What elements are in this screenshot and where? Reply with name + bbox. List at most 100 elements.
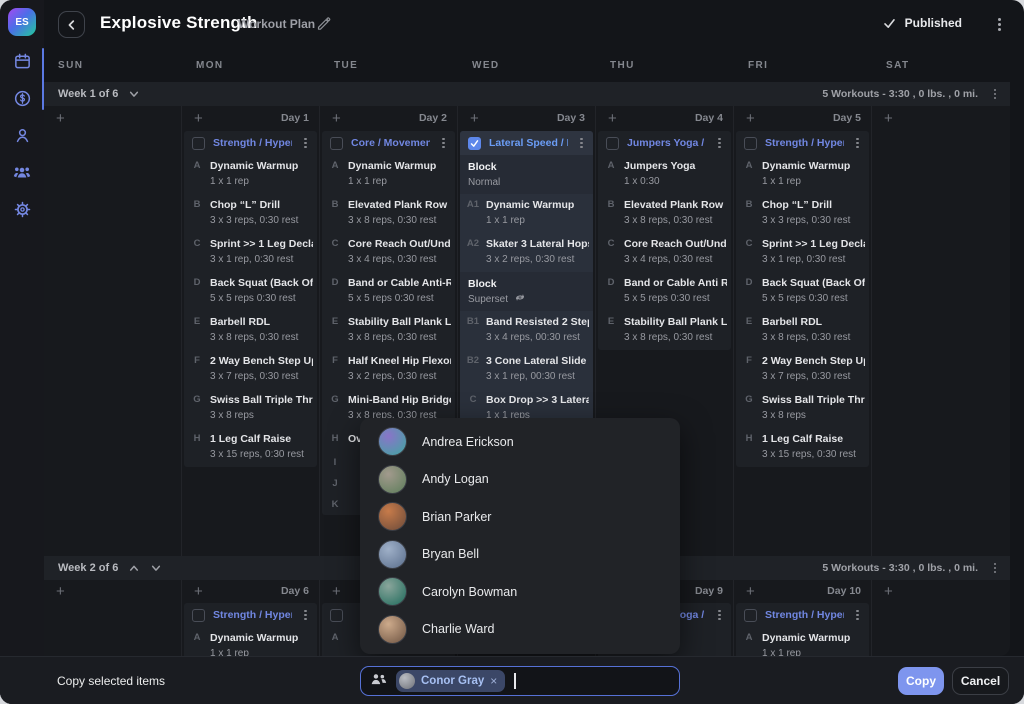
chevron-down-icon[interactable]	[128, 89, 140, 99]
workout-checkbox[interactable]	[606, 136, 619, 150]
exercise-row[interactable]: A Dynamic Warmup 1 x 1 rep	[736, 155, 869, 194]
exercise-row[interactable]: C Sprint >> 1 Leg Declarations 3 x 1 rep, …	[736, 233, 869, 272]
recipient-chip[interactable]: Conor Gray ×	[396, 670, 506, 692]
add-workout-button[interactable]: +	[194, 109, 203, 127]
workout-menu-icon[interactable]	[438, 135, 449, 151]
workout-checkbox[interactable]	[192, 608, 205, 622]
exercise-row[interactable]: C Core Reach Out/Under 3 x 4 reps, 0:30 re…	[598, 233, 731, 272]
workout-card[interactable]: Strength / Hypertro... A Dynamic Warmup 1 x…	[184, 131, 317, 467]
exercise-name: Elevated Plank Row	[624, 199, 724, 211]
exercise-row[interactable]: B Elevated Plank Row 3 x 8 reps, 0:30 rest	[322, 194, 455, 233]
add-workout-button[interactable]: +	[746, 109, 755, 127]
workout-card[interactable]: Strength / Hypertro... A Dynamic Warmup 1 x…	[184, 603, 317, 656]
exercise-row[interactable]: A Jumpers Yoga 1 x 0:30	[598, 155, 731, 194]
exercise-row[interactable]: G Swiss Ball Triple Threat 3 x 8 reps	[736, 389, 869, 428]
workout-menu-icon[interactable]	[852, 135, 863, 151]
workout-menu-icon[interactable]	[714, 607, 725, 623]
exercise-row[interactable]: E Stability Ball Plank Linear ... 3 x 8 re…	[598, 311, 731, 350]
exercise-row[interactable]: A1 Dynamic Warmup 1 x 1 rep	[460, 194, 593, 233]
athlete-list-item[interactable]: Andrea Erickson	[360, 423, 680, 461]
add-workout-button[interactable]: +	[746, 582, 755, 600]
calendar-icon[interactable]	[11, 50, 33, 72]
workout-checkbox[interactable]	[330, 136, 343, 150]
billing-icon[interactable]	[11, 87, 33, 109]
exercise-row[interactable]: D Back Squat (Back Off Set) 5 x 5 reps 0:3…	[736, 272, 869, 311]
team-logo[interactable]: ES	[8, 8, 36, 36]
exercise-row[interactable]: H 1 Leg Calf Raise 3 x 15 reps, 0:30 rest	[736, 428, 869, 467]
exercise-row[interactable]: B2 3 Cone Lateral Slide 3 x 1 rep, 00:30 r…	[460, 350, 593, 389]
add-workout-button[interactable]: +	[332, 109, 341, 127]
published-status[interactable]: Published	[883, 16, 962, 30]
workout-menu-icon[interactable]	[852, 607, 863, 623]
athlete-list-item[interactable]: Andy Logan	[360, 461, 680, 499]
exercise-row[interactable]: A Dynamic Warmup 1 x 1 rep	[184, 155, 317, 194]
add-workout-button[interactable]: +	[884, 109, 893, 127]
workout-menu-icon[interactable]	[300, 607, 311, 623]
add-workout-button[interactable]: +	[608, 109, 617, 127]
exercise-row[interactable]: G Mini-Band Hip Bridge w/ ... 3 x 8 reps, …	[322, 389, 455, 428]
workout-card[interactable]: Lateral Speed / Plyo Block Normal A1 Dynamic…	[460, 131, 593, 452]
cancel-button[interactable]: Cancel	[952, 667, 1009, 695]
athlete-list-item[interactable]: Brian Parker	[360, 498, 680, 536]
workout-card[interactable]: Strength / Hypertro... A Dynamic Warmup 1 x…	[736, 131, 869, 467]
athlete-list-item[interactable]: Carolyn Bowman	[360, 573, 680, 611]
add-workout-button[interactable]: +	[884, 582, 893, 600]
back-button[interactable]	[58, 11, 85, 38]
workout-card[interactable]: Jumpers Yoga / Core A Jumpers Yoga 1 x 0:30…	[598, 131, 731, 350]
week-2-menu-icon[interactable]	[988, 560, 1002, 576]
add-workout-button[interactable]: +	[56, 109, 65, 127]
teams-icon[interactable]	[11, 161, 33, 183]
exercise-row[interactable]: F Half Kneel Hip Flexor Rais... 3 x 2 reps…	[322, 350, 455, 389]
plan-menu-icon[interactable]	[992, 16, 1006, 32]
athlete-list-item[interactable]: Bryan Bell	[360, 536, 680, 574]
workout-checkbox[interactable]	[744, 608, 757, 622]
exercise-row[interactable]: J	[322, 473, 455, 494]
exercise-row[interactable]: F 2 Way Bench Step Up 3 x 7 reps, 0:30 res…	[184, 350, 317, 389]
exercise-row[interactable]: E Barbell RDL 3 x 8 reps, 0:30 rest	[184, 311, 317, 350]
add-workout-button[interactable]: +	[56, 582, 65, 600]
exercise-row[interactable]: C Core Reach Out/Under 3 x 4 reps, 0:30 re…	[322, 233, 455, 272]
workout-checkbox[interactable]	[330, 608, 343, 622]
workout-checkbox[interactable]	[468, 136, 481, 150]
exercise-row[interactable]: K	[322, 494, 455, 515]
workout-menu-icon[interactable]	[714, 135, 725, 151]
exercise-row[interactable]: A Dynamic Warmup 1 x 1 rep	[184, 627, 317, 656]
athlete-list-item[interactable]: Charlie Ward	[360, 611, 680, 649]
add-workout-button[interactable]: +	[470, 109, 479, 127]
exercise-row[interactable]: B Chop “L” Drill 3 x 3 reps, 0:30 rest	[736, 194, 869, 233]
workout-card[interactable]: Strength / Hypertro... A Dynamic Warmup 1 x…	[736, 603, 869, 656]
workout-checkbox[interactable]	[744, 136, 757, 150]
remove-recipient-icon[interactable]: ×	[490, 674, 498, 688]
exercise-row[interactable]: B1 Band Resisted 2 Step Late... 3 x 4 reps…	[460, 311, 593, 350]
exercise-row[interactable]: H 1 Leg Calf Raise 3 x 15 reps, 0:30 rest	[184, 428, 317, 467]
exercise-row[interactable]: B Chop “L” Drill 3 x 3 reps, 0:30 rest	[184, 194, 317, 233]
exercise-row[interactable]: C Sprint >> 1 Leg Declarations 3 x 1 rep, …	[184, 233, 317, 272]
exercise-row[interactable]: B Elevated Plank Row 3 x 8 reps, 0:30 rest	[598, 194, 731, 233]
exercise-row[interactable]: F 2 Way Bench Step Up 3 x 7 reps, 0:30 res…	[736, 350, 869, 389]
exercise-row[interactable]: E Barbell RDL 3 x 8 reps, 0:30 rest	[736, 311, 869, 350]
exercise-row[interactable]: D Band or Cable Anti Rotati... 5 x 5 reps …	[598, 272, 731, 311]
workout-menu-icon[interactable]	[576, 135, 587, 151]
exercise-row[interactable]: D Back Squat (Back Off Set) 5 x 5 reps 0:3…	[184, 272, 317, 311]
athlete-icon[interactable]	[11, 124, 33, 146]
workout-menu-icon[interactable]	[300, 135, 311, 151]
exercise-row[interactable]: A2 Skater 3 Lateral Hops >> ... 3 x 2 reps…	[460, 233, 593, 272]
week-1-menu-icon[interactable]	[988, 86, 1002, 102]
copy-button[interactable]: Copy	[898, 667, 944, 695]
add-workout-button[interactable]: +	[194, 582, 203, 600]
exercise-row[interactable]: G Swiss Ball Triple Threat 3 x 8 reps	[184, 389, 317, 428]
exercise-row[interactable]: D Band or Cable Anti-Rotati... 5 x 5 reps …	[322, 272, 455, 311]
exercise-row[interactable]: I	[322, 452, 455, 473]
exercise-row[interactable]: A	[322, 627, 455, 648]
edit-title-icon[interactable]	[316, 15, 331, 35]
chevron-down-icon[interactable]	[150, 563, 162, 573]
exercise-detail: 1 x 1 reps	[486, 410, 530, 421]
chevron-up-icon[interactable]	[128, 563, 140, 573]
exercise-row[interactable]: E Stability Ball Plank Linear ... 3 x 8 re…	[322, 311, 455, 350]
settings-icon[interactable]	[11, 198, 33, 220]
exercise-row[interactable]: A Dynamic Warmup 1 x 1 rep	[322, 155, 455, 194]
exercise-row[interactable]: A Dynamic Warmup 1 x 1 rep	[736, 627, 869, 656]
recipient-input[interactable]: Conor Gray ×	[360, 666, 680, 696]
add-workout-button[interactable]: +	[332, 582, 341, 600]
workout-checkbox[interactable]	[192, 136, 205, 150]
